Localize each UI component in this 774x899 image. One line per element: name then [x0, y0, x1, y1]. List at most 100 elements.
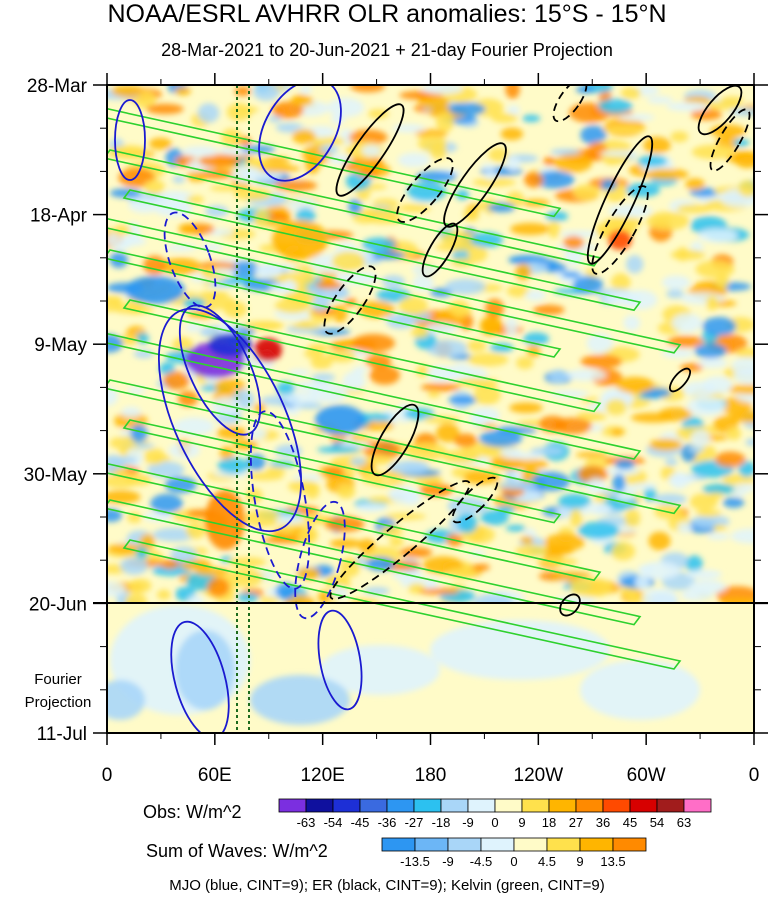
- colorbar-swatch: [612, 837, 647, 852]
- er-contour-negative: [451, 476, 499, 524]
- anomaly-cell: [719, 397, 753, 415]
- er-contour-negative: [329, 480, 471, 600]
- anomaly-cell: [690, 108, 722, 121]
- anomaly-cell: [139, 534, 156, 550]
- anomaly-cell: [498, 481, 538, 490]
- anomaly-cell: [305, 154, 320, 175]
- anomaly-cell: [698, 357, 728, 369]
- anomaly-cell: [516, 356, 534, 370]
- anomaly-cell: [275, 514, 305, 525]
- anomaly-cell: [369, 365, 401, 385]
- anomaly-cell: [491, 113, 518, 123]
- anomaly-cell: [525, 289, 546, 301]
- colorbar-swatch: [305, 798, 334, 813]
- anomaly-cell: [580, 354, 623, 369]
- anomaly-cell: [480, 509, 509, 526]
- anomaly-cell: [198, 154, 241, 168]
- anomaly-cell: [160, 559, 180, 569]
- anomaly-cell: [146, 103, 184, 115]
- anomaly-cell: [388, 485, 419, 504]
- colorbar-tick-label: 0: [491, 815, 498, 830]
- anomaly-cell: [223, 301, 248, 318]
- er-contour: [335, 103, 405, 197]
- colorbar-tick-label: -18: [432, 815, 451, 830]
- anomaly-cell: [524, 171, 544, 188]
- colorbar-tick-label: 0: [510, 854, 517, 869]
- colorbar-tick-label: -27: [405, 815, 424, 830]
- anomaly-cell: [444, 278, 486, 295]
- anomaly-cell: [217, 457, 250, 474]
- anomaly-cell: [144, 179, 165, 195]
- anomaly-cell: [406, 442, 448, 461]
- anomaly-cell: [509, 402, 543, 414]
- y-tick-label: 20-Jun: [29, 594, 87, 615]
- waves-colorbar: -13.5 -9 -4.5 0 4.5 9 13.5: [381, 837, 647, 869]
- anomaly-cell: [646, 211, 690, 231]
- x-tick-label: 120W: [514, 765, 564, 786]
- anomaly-cell: [626, 255, 644, 274]
- colorbar-swatch: [683, 798, 712, 813]
- anomaly-cell: [690, 429, 711, 448]
- anomaly-cell: [397, 152, 430, 168]
- x-tick-label: 60E: [198, 765, 232, 786]
- anomaly-cell: [550, 389, 589, 398]
- anomaly-cell: [685, 569, 723, 580]
- anomaly-cell: [165, 244, 197, 252]
- anomaly-cell: [706, 295, 719, 311]
- anomaly-cell: [506, 191, 525, 208]
- obs-colorbar-label: Obs: W/m^2: [143, 802, 242, 822]
- anomaly-cell: [695, 509, 722, 517]
- anomaly-cell: [358, 300, 396, 319]
- anomaly-cell: [328, 287, 349, 299]
- er-contour: [697, 85, 743, 136]
- anomaly-cell: [676, 204, 713, 214]
- anomaly-cell: [552, 417, 592, 435]
- wave-contours: [107, 85, 751, 733]
- anomaly-cell: [399, 203, 431, 213]
- anomaly-cell: [297, 402, 324, 410]
- er-contour: [668, 367, 692, 393]
- colorbar-swatch: [521, 798, 550, 813]
- anomaly-cell: [661, 275, 691, 290]
- anomaly-cell: [697, 228, 738, 243]
- anomaly-cell: [670, 249, 706, 260]
- projection-cell: [250, 675, 350, 725]
- kelvin-contour: [122, 189, 642, 312]
- anomaly-cell: [107, 334, 124, 353]
- chart-subtitle: 28-Mar-2021 to 20-Jun-2021 + 21-day Four…: [161, 40, 613, 60]
- anomaly-cell: [127, 387, 146, 395]
- y-axis: 28-Mar 18-Apr 9-May 30-May 20-Jun 11-Jul Fouri…: [24, 76, 768, 745]
- anomaly-cell: [745, 438, 754, 447]
- anomaly-cell: [702, 317, 737, 336]
- er-contour: [559, 593, 581, 617]
- colorbar-tick-label: 27: [569, 815, 583, 830]
- anomaly-cell: [335, 271, 380, 286]
- anomaly-cell: [634, 575, 650, 590]
- anomaly-cell: [258, 165, 301, 173]
- anomaly-cell: [358, 538, 376, 553]
- colorbar-swatch: [656, 798, 685, 813]
- anomaly-cell: [174, 86, 191, 96]
- anomaly-cell: [558, 493, 592, 509]
- anomaly-cell: [506, 285, 530, 298]
- kelvin-contour: [122, 419, 562, 524]
- anomaly-cell: [507, 105, 520, 116]
- er-contour-negative: [396, 157, 454, 223]
- kelvin-contour: [107, 149, 602, 267]
- obs-colorbar: -63 -54 -45 -36 -27 -18 -9 0 9 18 27 36 45 54 63: [278, 798, 712, 830]
- anomaly-cell: [107, 295, 124, 312]
- anomaly-cell: [342, 371, 366, 391]
- anomaly-cell: [350, 85, 386, 93]
- colorbar-swatch: [575, 798, 604, 813]
- anomaly-cell: [584, 502, 612, 515]
- anomaly-cell: [702, 483, 736, 495]
- anomaly-cell: [266, 466, 286, 475]
- mjo-contour: [170, 620, 230, 733]
- anomaly-cell: [317, 590, 331, 605]
- anomaly-cell: [457, 513, 478, 534]
- anomaly-cell: [544, 533, 585, 552]
- anomaly-cell: [598, 98, 633, 114]
- anomaly-cell: [624, 508, 641, 528]
- anomaly-cell: [152, 527, 196, 542]
- anomaly-cell: [575, 451, 609, 458]
